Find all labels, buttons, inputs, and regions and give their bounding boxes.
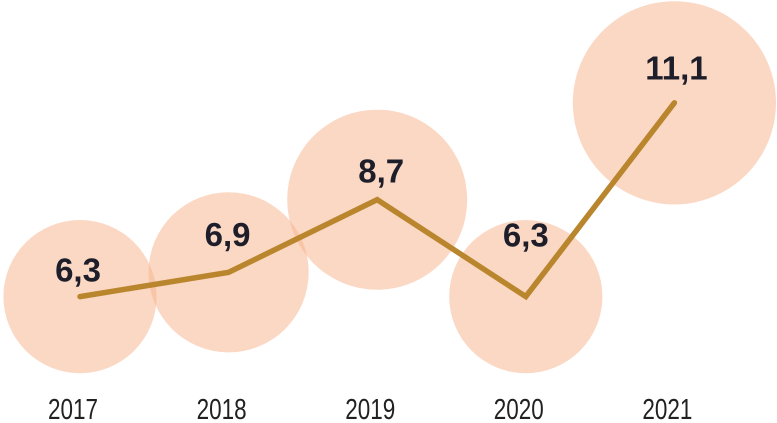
x-axis-label-2021: 2021 [642,394,692,423]
value-label-2017: 6,3 [55,251,101,288]
x-axis-label-group: 2017 2018 2019 2020 2021 [48,394,692,423]
x-axis-label-2018: 2018 [197,394,247,423]
value-label-2020: 6,3 [503,216,549,253]
x-axis-label-2017: 2017 [48,394,98,423]
value-label-2019: 8,7 [358,153,404,190]
x-axis-label-2019: 2019 [345,394,395,423]
x-axis-label-2020: 2020 [494,394,544,423]
trend-line [77,100,678,301]
value-label-2021: 11,1 [645,50,707,87]
value-label-group: 6,3 6,9 8,7 6,3 11,1 [55,50,708,289]
value-label-2018: 6,9 [205,216,251,253]
